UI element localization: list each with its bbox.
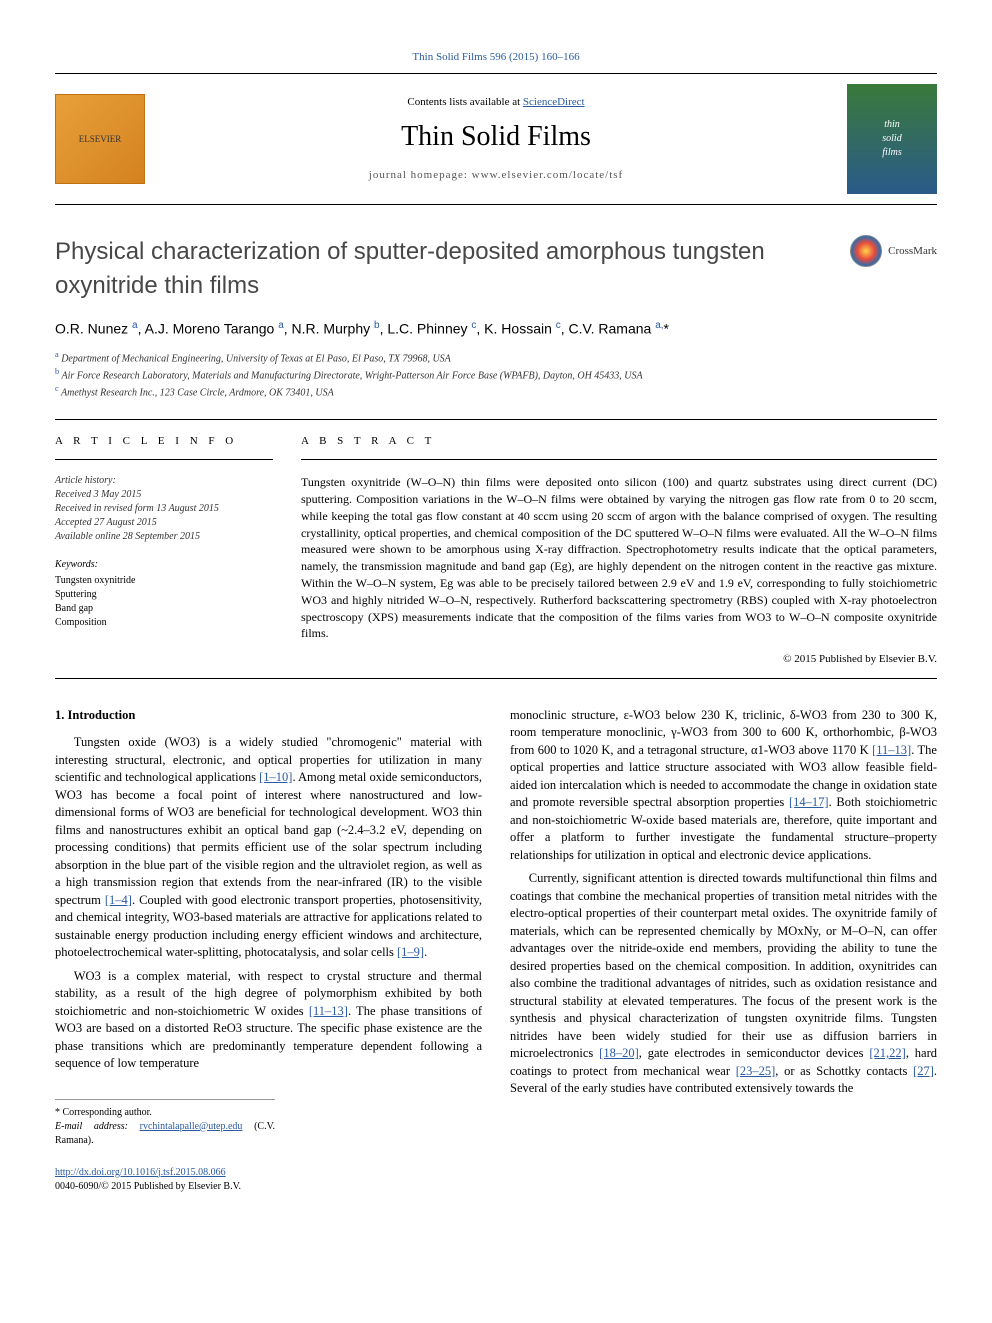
doi-link[interactable]: http://dx.doi.org/10.1016/j.tsf.2015.08.… (55, 1167, 226, 1178)
crossmark-label: CrossMark (888, 244, 937, 259)
sciencedirect-link[interactable]: ScienceDirect (523, 96, 585, 108)
ref-link[interactable]: [1–9] (397, 945, 424, 959)
divider-abstract (301, 459, 937, 460)
keyword: Band gap (55, 602, 273, 616)
journal-homepage: journal homepage: www.elsevier.com/locat… (145, 168, 847, 183)
ref-link[interactable]: [21,22] (869, 1046, 905, 1060)
email-link[interactable]: rvchintalapalle@utep.edu (140, 1121, 243, 1132)
ref-link[interactable]: [18–20] (599, 1046, 639, 1060)
keywords-block: Keywords: Tungsten oxynitride Sputtering… (55, 558, 273, 630)
body-text: . (424, 945, 427, 959)
elsevier-logo: ELSEVIER (55, 94, 145, 184)
journal-name: Thin Solid Films (145, 117, 847, 156)
ref-link[interactable]: [11–13] (309, 1004, 348, 1018)
history-label: Article history: (55, 474, 273, 488)
affiliation-line: b Air Force Research Laboratory, Materia… (55, 366, 937, 383)
body-text: Currently, significant attention is dire… (510, 871, 937, 1060)
divider-info (55, 459, 273, 460)
history-accepted: Accepted 27 August 2015 (55, 516, 273, 530)
contents-link-line: Contents lists available at ScienceDirec… (145, 95, 847, 110)
ref-link[interactable]: [11–13] (872, 743, 911, 757)
keyword: Composition (55, 616, 273, 630)
authors-line: O.R. Nunez a, A.J. Moreno Tarango a, N.R… (55, 319, 937, 339)
abstract-text: Tungsten oxynitride (W–O–N) thin films w… (301, 474, 937, 642)
body-column-right: monoclinic structure, ε-WO3 below 230 K,… (510, 707, 937, 1194)
abstract-heading: a b s t r a c t (301, 434, 937, 449)
divider-top (55, 419, 937, 420)
corresponding-author-label: * Corresponding author. (55, 1106, 275, 1120)
crossmark-badge[interactable]: CrossMark (850, 235, 937, 267)
body-text: , or as Schottky contacts (775, 1064, 913, 1078)
body-paragraph: Currently, significant attention is dire… (510, 870, 937, 1098)
section-heading-introduction: 1. Introduction (55, 707, 482, 725)
issn-line: 0040-6090/© 2015 Published by Elsevier B… (55, 1180, 482, 1194)
journal-logo-line1: thin (884, 118, 900, 132)
article-history: Article history: Received 3 May 2015 Rec… (55, 474, 273, 544)
contents-prefix: Contents lists available at (407, 96, 522, 108)
ref-link[interactable]: [23–25] (736, 1064, 776, 1078)
ref-link[interactable]: [1–4] (105, 893, 132, 907)
body-paragraph: monoclinic structure, ε-WO3 below 230 K,… (510, 707, 937, 865)
keywords-label: Keywords: (55, 558, 273, 572)
abstract-copyright: © 2015 Published by Elsevier B.V. (301, 652, 937, 667)
journal-header: ELSEVIER Contents lists available at Sci… (55, 73, 937, 205)
article-title: Physical characterization of sputter-dep… (55, 235, 830, 302)
journal-logo-line3: films (882, 146, 901, 160)
history-online: Available online 28 September 2015 (55, 530, 273, 544)
corresponding-footnote: * Corresponding author. E-mail address: … (55, 1099, 275, 1148)
article-info-heading: a r t i c l e i n f o (55, 434, 273, 449)
affiliation-line: a Department of Mechanical Engineering, … (55, 349, 937, 366)
journal-citation: Thin Solid Films 596 (2015) 160–166 (55, 50, 937, 65)
ref-link[interactable]: [1–10] (259, 770, 292, 784)
email-label: E-mail address: (55, 1121, 140, 1132)
body-text: . Among metal oxide semiconductors, WO3 … (55, 770, 482, 907)
ref-link[interactable]: [27] (913, 1064, 934, 1078)
keyword: Tungsten oxynitride (55, 574, 273, 588)
affiliations: a Department of Mechanical Engineering, … (55, 349, 937, 401)
body-paragraph: Tungsten oxide (WO3) is a widely studied… (55, 734, 482, 962)
doi-block: http://dx.doi.org/10.1016/j.tsf.2015.08.… (55, 1166, 482, 1194)
elsevier-logo-label: ELSEVIER (79, 133, 122, 146)
body-text: , gate electrodes in semiconductor devic… (639, 1046, 870, 1060)
affiliation-line: c Amethyst Research Inc., 123 Case Circl… (55, 383, 937, 400)
keyword: Sputtering (55, 588, 273, 602)
history-received: Received 3 May 2015 (55, 488, 273, 502)
divider-bottom (55, 678, 937, 679)
crossmark-icon (850, 235, 882, 267)
journal-logo-line2: solid (882, 132, 901, 146)
history-revised: Received in revised form 13 August 2015 (55, 502, 273, 516)
body-paragraph: WO3 is a complex material, with respect … (55, 968, 482, 1073)
body-column-left: 1. Introduction Tungsten oxide (WO3) is … (55, 707, 482, 1194)
journal-cover-logo: thin solid films (847, 84, 937, 194)
ref-link[interactable]: [14–17] (789, 795, 829, 809)
